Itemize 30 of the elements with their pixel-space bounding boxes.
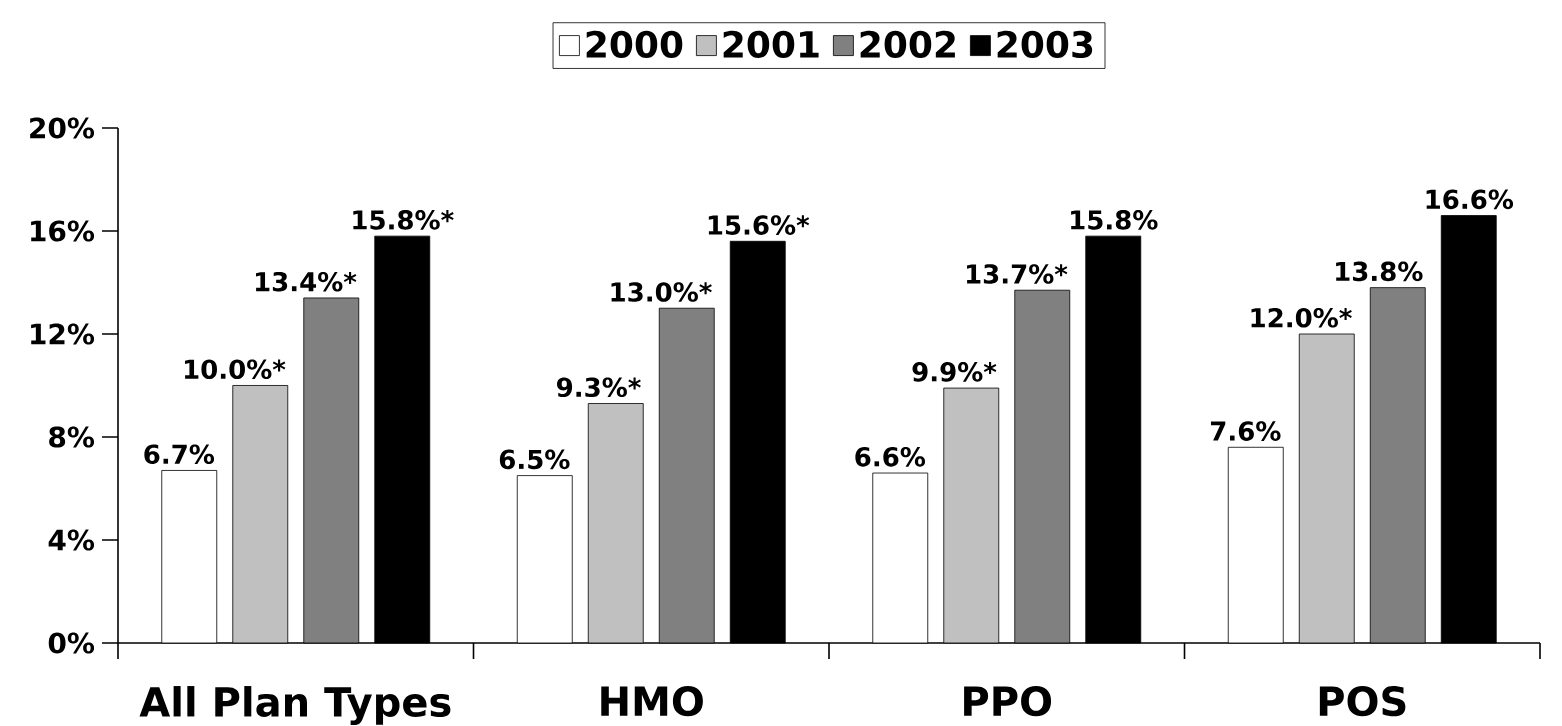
x-tick-label: All Plan Types [139, 686, 451, 726]
legend-label: 2002 [860, 30, 955, 58]
data-label: 9.3%* [557, 377, 641, 398]
data-label: 7.6% [1210, 421, 1281, 441]
legend-label: 2003 [997, 30, 1093, 58]
y-tick-label: 12% [31, 323, 95, 345]
data-label: 10.0%* [185, 359, 286, 380]
y-tick-label: 20% [30, 117, 95, 139]
data-label: 13.7%* [967, 264, 1068, 284]
y-tick-label: 4% [48, 529, 95, 551]
y-tick-label: 16% [31, 220, 95, 242]
data-label: 6.5% [499, 449, 570, 470]
x-tick-label: PPO [964, 686, 1052, 717]
data-label: 12.0%* [1251, 307, 1352, 328]
x-tick-label: HMO [601, 686, 703, 717]
data-label: 6.6% [855, 446, 926, 467]
data-label: 13.4%* [256, 271, 357, 292]
y-tick-label: 0% [48, 632, 95, 654]
data-label: 15.8%* [353, 210, 454, 230]
data-label: 16.6% [1426, 189, 1514, 210]
legend-label: 2000 [586, 30, 683, 58]
x-tick-label: POS [1319, 686, 1406, 717]
data-label: 6.7% [144, 444, 215, 465]
data-label: 13.8% [1336, 261, 1423, 282]
data-label: 13.0%* [611, 282, 712, 302]
data-label: 15.6%* [708, 215, 810, 235]
legend-label: 2001 [723, 30, 819, 58]
data-label: 9.9%* [912, 362, 997, 382]
y-tick-label: 8% [49, 426, 95, 448]
data-label: 15.8% [1071, 210, 1158, 230]
